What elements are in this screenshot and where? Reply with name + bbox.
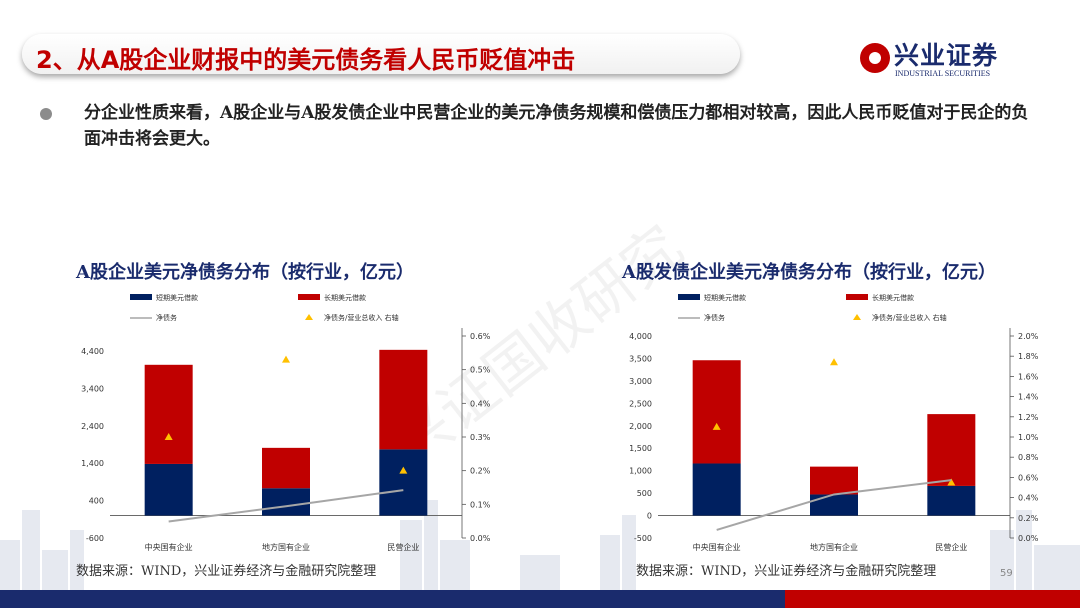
- chart1-y2-tick-label: 0.5%: [470, 366, 491, 375]
- chart2-legend-label: 净债务: [704, 313, 725, 322]
- chart2-source: 数据来源：WIND，兴业证券经济与金融研究院整理: [636, 564, 937, 579]
- chart1-y2-tick-label: 0.4%: [470, 399, 491, 408]
- chart2-y2-tick-label: 1.2%: [1018, 413, 1039, 422]
- bullet-text: 分企业性质来看，A股企业与A股发债企业中民营企业的美元净债务规模和偿债压力都相对…: [84, 103, 1029, 149]
- chart2-x-tick-label: 民营企业: [935, 542, 967, 552]
- chart2-y-tick-label: -500: [634, 534, 652, 543]
- chart1-net-debt-line: [168, 489, 404, 523]
- chart2-ratio-marker: [830, 358, 838, 366]
- page-title: 2、从A股企业财报中的美元债务看人民币贬值冲击: [36, 46, 576, 74]
- chart1-y2-tick-label: 0.0%: [470, 534, 491, 543]
- chart1-y-tick-label: 2,400: [81, 422, 104, 431]
- chart1-title: A股企业美元净债务分布（按行业，亿元）: [76, 262, 414, 283]
- chart1-y2-tick-label: 0.6%: [470, 332, 491, 341]
- chart2-y-tick-label: 0: [647, 512, 652, 521]
- chart2-net-debt-line: [716, 479, 952, 531]
- chart1-ratio-marker: [282, 355, 290, 363]
- chart1-legend-label: 短期美元借款: [156, 293, 198, 302]
- chart1-y2-tick-label: 0.1%: [470, 500, 491, 509]
- chart2-legend-swatch: [678, 294, 700, 300]
- chart1-ratio-marker: [399, 466, 408, 474]
- company-logo: 兴业证券 INDUSTRIAL SECURITIES: [858, 38, 1018, 82]
- chart1-legend-swatch: [305, 314, 313, 320]
- chart2-bar-long-term: [692, 360, 741, 464]
- page-number: 59: [1000, 568, 1013, 579]
- chart2-y2-tick-label: 0.4%: [1018, 494, 1039, 503]
- chart1-legend-label: 净债务: [156, 313, 177, 322]
- chart2-y-tick-label: 2,000: [629, 422, 652, 431]
- chart2-bar-short-term: [810, 494, 858, 516]
- logo-english-name: INDUSTRIAL SECURITIES: [895, 69, 991, 78]
- chart1-y2-tick-label: 0.3%: [470, 433, 491, 442]
- chart2-bar-long-term: [927, 414, 976, 486]
- chart1-legend-label: 净债务/营业总收入 右轴: [324, 313, 399, 322]
- chart2-bar-short-term: [692, 463, 741, 516]
- chart1-legend-swatch: [130, 294, 152, 300]
- chart1-x-tick-label: 地方国有企业: [262, 542, 310, 552]
- chart2-y-tick-label: 4,000: [629, 332, 652, 341]
- chart1-legend-swatch: [298, 294, 320, 300]
- chart1-bar-long-term: [379, 349, 428, 450]
- chart1-y-tick-label: 1,400: [81, 459, 104, 468]
- chart2-y2-tick-label: 1.0%: [1018, 433, 1039, 442]
- chart2-y-tick-label: 1,000: [629, 467, 652, 476]
- chart1-x-tick-label: 中央国有企业: [145, 542, 193, 552]
- chart2-bar-short-term: [927, 485, 976, 516]
- chart2-y2-tick-label: 0.0%: [1018, 534, 1039, 543]
- chart2-title: A股发债企业美元净债务分布（按行业，亿元）: [622, 262, 996, 283]
- chart2-ratio-marker: [947, 478, 956, 486]
- chart2-legend-label: 短期美元借款: [704, 293, 746, 302]
- chart2-x-tick-label: 中央国有企业: [693, 542, 741, 552]
- chart2-y2-tick-label: 0.8%: [1018, 453, 1039, 462]
- chart2-y-tick-label: 3,000: [629, 377, 652, 386]
- chart2-y-tick-label: 500: [637, 489, 652, 498]
- chart2-legend-label: 净债务/营业总收入 右轴: [872, 313, 947, 322]
- chart2-ratio-marker: [712, 422, 721, 430]
- chart1-legend-label: 长期美元借款: [324, 293, 366, 302]
- chart1-bar-short-term: [144, 463, 193, 516]
- chart2-y-tick-label: 3,500: [629, 354, 652, 363]
- chart1-bar-short-term: [262, 488, 310, 516]
- chart1-y2-tick-label: 0.2%: [470, 467, 491, 476]
- chart2-y2-tick-label: 0.6%: [1018, 473, 1039, 482]
- chart2-y2-tick-label: 1.4%: [1018, 393, 1039, 402]
- chart1-x-tick-label: 民营企业: [387, 542, 419, 552]
- chart1-bar-short-term: [379, 449, 428, 516]
- title-bar: 2、从A股企业财报中的美元债务看人民币贬值冲击: [22, 34, 740, 74]
- chart2-bar-long-term: [810, 466, 858, 495]
- footer-accent: [785, 590, 1080, 608]
- logo-mark-icon: [860, 43, 890, 73]
- chart1-bar-long-term: [144, 364, 193, 464]
- chart2-x-tick-label: 地方国有企业: [810, 542, 858, 552]
- chart2-legend-swatch: [846, 294, 868, 300]
- chart2-legend-swatch: [853, 314, 861, 320]
- chart1-y-tick-label: 4,400: [81, 347, 104, 356]
- chart1-y-tick-label: 3,400: [81, 384, 104, 393]
- bullet-icon: [40, 108, 52, 120]
- chart2-y-tick-label: 2,500: [629, 399, 652, 408]
- chart1-y-tick-label: -600: [86, 534, 104, 543]
- chart2-y2-tick-label: 2.0%: [1018, 332, 1039, 341]
- chart2-y-tick-label: 1,500: [629, 444, 652, 453]
- chart1-source: 数据来源：WIND，兴业证券经济与金融研究院整理: [76, 564, 377, 579]
- logo-chinese-name: 兴业证券: [894, 41, 999, 70]
- chart2-y2-tick-label: 1.6%: [1018, 372, 1039, 381]
- chart1-ratio-marker: [164, 433, 173, 440]
- chart1-bar-long-term: [262, 447, 310, 489]
- chart2-y2-tick-label: 0.2%: [1018, 514, 1039, 523]
- chart2-y2-tick-label: 1.8%: [1018, 352, 1039, 361]
- chart2-legend-label: 长期美元借款: [872, 293, 914, 302]
- chart1-y-tick-label: 400: [89, 497, 104, 506]
